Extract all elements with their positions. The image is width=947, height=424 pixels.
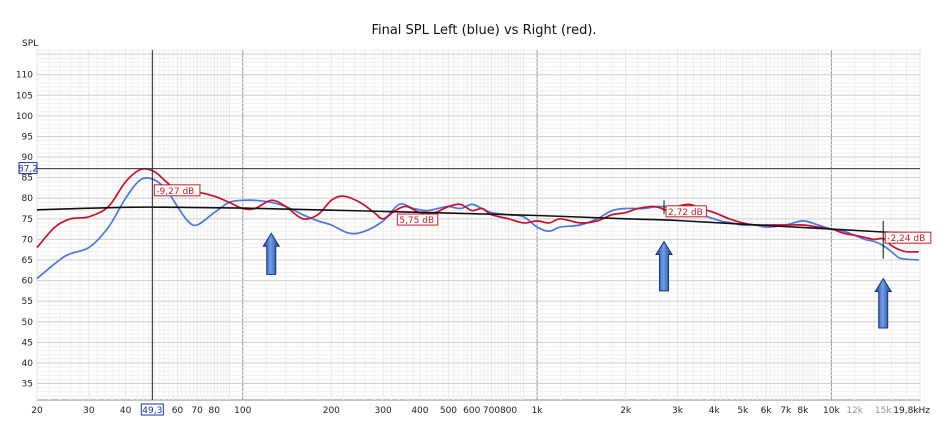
series-trend-line [36, 206, 919, 234]
db-label-box [153, 184, 201, 197]
x-tick-label: 60 [172, 406, 184, 416]
y-tick-label: 60 [22, 277, 34, 287]
x-tick-label: 7k [780, 406, 792, 416]
series-right-line [36, 167, 919, 253]
cursor-y-readout-box [18, 162, 38, 175]
x-tick-label: 2k [620, 406, 632, 416]
cursor-y-readout: 87,2 [18, 165, 38, 175]
y-tick-label: 90 [22, 153, 34, 163]
x-tick-label: 70 [191, 406, 203, 416]
cursor-x-readout: 49,3 [142, 406, 162, 416]
marker-group [663, 200, 884, 259]
db-label: 2,72 dB [668, 208, 703, 218]
y-tick-label: 105 [16, 91, 33, 101]
x-tick-label: 12k [846, 406, 863, 416]
up-arrow-icon [262, 232, 281, 275]
cursor-x-readout-box [140, 403, 164, 416]
x-tick-label: 600 [463, 406, 480, 416]
x-tick-label: 10k [823, 406, 840, 416]
x-tick-label: 200 [323, 406, 340, 416]
up-arrow-icon [655, 240, 673, 292]
x-tick-label: 1k [532, 406, 544, 416]
y-tick-label: 75 [22, 215, 33, 225]
x-tick-label: 500 [440, 406, 457, 416]
y-tick-label: 65 [22, 256, 33, 266]
y-axis-label: SPL [22, 39, 38, 49]
chart-title: Final SPL Left (blue) vs Right (red). [371, 23, 596, 38]
y-tick-label: 40 [22, 359, 34, 369]
x-tick-label: 4k [709, 406, 721, 416]
x-tick-label: 300 [375, 406, 392, 416]
up-arrow-icon [874, 277, 893, 329]
y-tick-label: 55 [22, 297, 33, 307]
db-label-box [665, 205, 707, 218]
x-tick-label: 30 [83, 406, 95, 416]
axis-ticks: 35 40 45 50 55 60 65 70 75 80 85 90 95 100 105 110 20 30 4… [16, 71, 930, 416]
y-tick-label: 95 [22, 132, 33, 142]
y-tick-label: 110 [16, 71, 33, 81]
series-group [36, 167, 919, 280]
x-tick-label: 19,8kHz [893, 406, 930, 416]
y-tick-label: 70 [22, 235, 34, 245]
x-tick-label: 15k [875, 406, 892, 416]
x-tick-label: 3k [672, 406, 684, 416]
y-tick-label: 35 [22, 380, 33, 390]
x-tick-label: 5k [737, 406, 749, 416]
x-tick-label: 8k [797, 406, 809, 416]
cursor-group[interactable]: 87,2 49,3 [18, 50, 920, 416]
x-tick-label: 80 [208, 406, 220, 416]
x-tick-label: 100 [234, 406, 251, 416]
x-tick-label: 6k [761, 406, 773, 416]
x-tick-label: 400 [411, 406, 428, 416]
x-tick-label: 40 [120, 406, 132, 416]
y-tick-label: 50 [22, 318, 34, 328]
x-tick-label: 700 [483, 406, 500, 416]
y-tick-label: 100 [16, 112, 33, 122]
annotation-group: -9,27 dB 5,75 dB 2,72 dB -2,24 dB [153, 184, 932, 244]
arrow-group [262, 232, 893, 329]
x-tick-label: 800 [500, 406, 517, 416]
db-label: 5,75 dB [399, 216, 434, 226]
y-tick-label: 85 [22, 174, 33, 184]
db-label-box [396, 213, 439, 226]
y-tick-label: 80 [22, 194, 34, 204]
db-label-box [884, 231, 932, 244]
db-label: -2,24 dB [887, 234, 925, 244]
x-tick-label: 20 [31, 406, 43, 416]
y-tick-label: 45 [22, 338, 33, 348]
db-label: -9,27 dB [156, 187, 194, 197]
